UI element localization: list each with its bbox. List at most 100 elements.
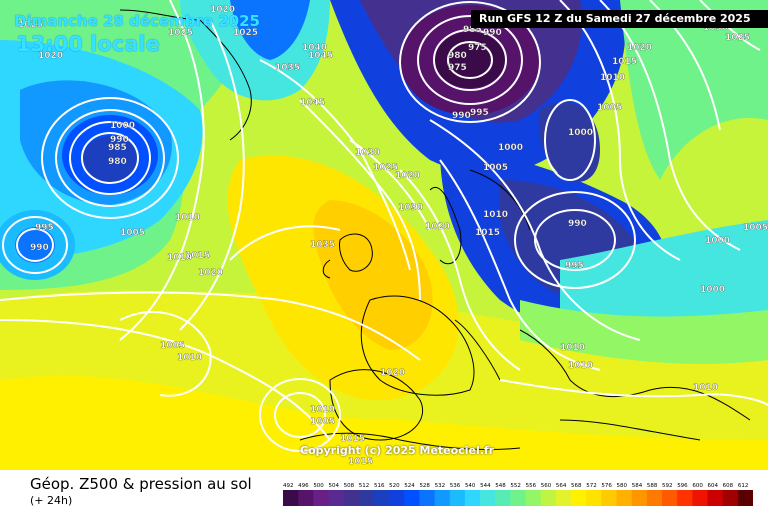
pressure-label: 1010: [177, 353, 202, 363]
pressure-label: 1020: [210, 5, 235, 15]
scale-tick-label: 544: [480, 483, 491, 489]
pressure-label: 1020: [627, 43, 652, 53]
scale-tick-label: 604: [708, 483, 719, 489]
copyright-text: Copyright (c) 2025 Meteociel.fr: [300, 444, 495, 457]
scale-tick-label: 556: [526, 483, 537, 489]
pressure-label: 1005: [483, 163, 508, 173]
scale-tick-label: 512: [359, 483, 370, 489]
scale-tick-label: 492: [283, 483, 294, 489]
scale-tick-label: 496: [298, 483, 309, 489]
pressure-label: 1040: [302, 43, 327, 53]
scale-tick-label: 500: [313, 483, 324, 489]
pressure-label: 1035: [275, 63, 300, 73]
pressure-label: 1005: [597, 103, 622, 113]
scale-swatch: [646, 490, 663, 506]
pressure-label: 1020: [198, 268, 223, 278]
pressure-label: 975: [468, 43, 487, 53]
pressure-label: 1015: [348, 457, 373, 467]
pressure-label: 1000: [498, 143, 523, 153]
scale-tick-label: 572: [586, 483, 597, 489]
pressure-label: 990: [30, 243, 49, 253]
pressure-label: 990: [452, 111, 471, 121]
forecast-lead-time: (+ 24h): [30, 494, 73, 507]
pressure-label: 990: [110, 135, 129, 145]
scale-swatch: [692, 490, 709, 506]
scale-tick-label: 564: [556, 483, 567, 489]
scale-tick-label: 596: [677, 483, 688, 489]
pressure-label: 1045: [300, 98, 325, 108]
pressure-label: 1025: [725, 33, 750, 43]
pressure-label: 1005: [160, 341, 185, 351]
pressure-label: 1010: [310, 405, 335, 415]
scale-swatch: [358, 490, 375, 506]
weather-map: 1025 1025 1020 1020 1025 1040 1045 1035 1045 1030…: [0, 0, 768, 470]
pressure-label: 1030: [355, 148, 380, 158]
pressure-label: 1010: [560, 343, 585, 353]
pressure-label: 1000: [700, 285, 725, 295]
scale-swatch: [343, 490, 360, 506]
scale-swatch: [571, 490, 587, 506]
scale-swatch: [525, 490, 542, 506]
pressure-label: 990: [483, 28, 502, 38]
pressure-label: 1025: [168, 28, 193, 38]
scale-swatch: [389, 490, 405, 506]
scale-swatch: [737, 490, 753, 506]
forecast-date: Dimanche 28 décembre 2025: [14, 12, 260, 30]
scale-swatch: [449, 490, 466, 506]
scale-swatch: [373, 490, 390, 506]
scale-tick-label: 504: [328, 483, 339, 489]
scale-tick-label: 568: [571, 483, 582, 489]
scale-swatch: [434, 490, 451, 506]
scale-tick-label: 600: [692, 483, 703, 489]
scale-swatch: [404, 490, 420, 506]
color-scale-bar: [283, 490, 753, 506]
scale-tick-label: 580: [617, 483, 628, 489]
scale-tick-label: 520: [389, 483, 400, 489]
pressure-label: 1020: [380, 368, 405, 378]
pressure-label: 985: [108, 143, 127, 153]
scale-swatch: [540, 490, 557, 506]
pressure-label: 1025: [373, 163, 398, 173]
scale-swatch: [586, 490, 602, 506]
scale-tick-label: 524: [404, 483, 415, 489]
scale-swatch: [328, 490, 345, 506]
product-title: Géop. Z500 & pression au sol: [30, 475, 252, 493]
pressure-label: 1000: [705, 236, 730, 246]
pressure-label: 1010: [600, 73, 625, 83]
scale-swatch: [298, 490, 314, 506]
color-scale-labels: 492 496 500 504 508 512 516 520 524 528 532 536 540 5…: [283, 483, 749, 489]
pressure-label: 1020: [38, 51, 63, 61]
pressure-label: 995: [565, 261, 584, 271]
geopotential-field: 1025 102510201020102510401045103510451030…: [0, 0, 768, 470]
model-run-banner: Run GFS 12 Z du Samedi 27 décembre 2025: [471, 10, 768, 28]
scale-tick-label: 508: [344, 483, 355, 489]
scale-tick-label: 548: [495, 483, 506, 489]
scale-swatch: [662, 490, 678, 506]
scale-tick-label: 536: [450, 483, 461, 489]
scale-swatch: [283, 490, 299, 506]
scale-swatch: [480, 490, 496, 506]
pressure-label: 1015: [185, 251, 210, 261]
pressure-label: 1020: [395, 171, 420, 181]
scale-swatch: [601, 490, 618, 506]
scale-tick-label: 612: [738, 483, 749, 489]
pressure-label: 1015: [475, 228, 500, 238]
coastlines: [119, 9, 751, 451]
pressure-label: 1035: [310, 240, 335, 250]
pressure-labels: 1025 102510201020102510401045103510451030…: [18, 5, 768, 467]
pressure-label: 1030: [703, 23, 728, 33]
scale-tick-label: 584: [632, 483, 643, 489]
scale-tick-label: 552: [510, 483, 521, 489]
pressure-label: 1025: [18, 20, 43, 30]
scale-swatch: [313, 490, 329, 506]
pressure-label: 1005: [120, 228, 145, 238]
pressure-label: 1030: [398, 203, 423, 213]
pressure-label: 1010: [693, 383, 718, 393]
scale-swatch: [555, 490, 572, 506]
scale-tick-label: 528: [419, 483, 430, 489]
scale-swatch: [722, 490, 739, 506]
scale-tick-label: 608: [723, 483, 734, 489]
scale-tick-label: 540: [465, 483, 476, 489]
pressure-label: 1010: [167, 253, 192, 263]
pressure-label: 1005: [743, 223, 768, 233]
